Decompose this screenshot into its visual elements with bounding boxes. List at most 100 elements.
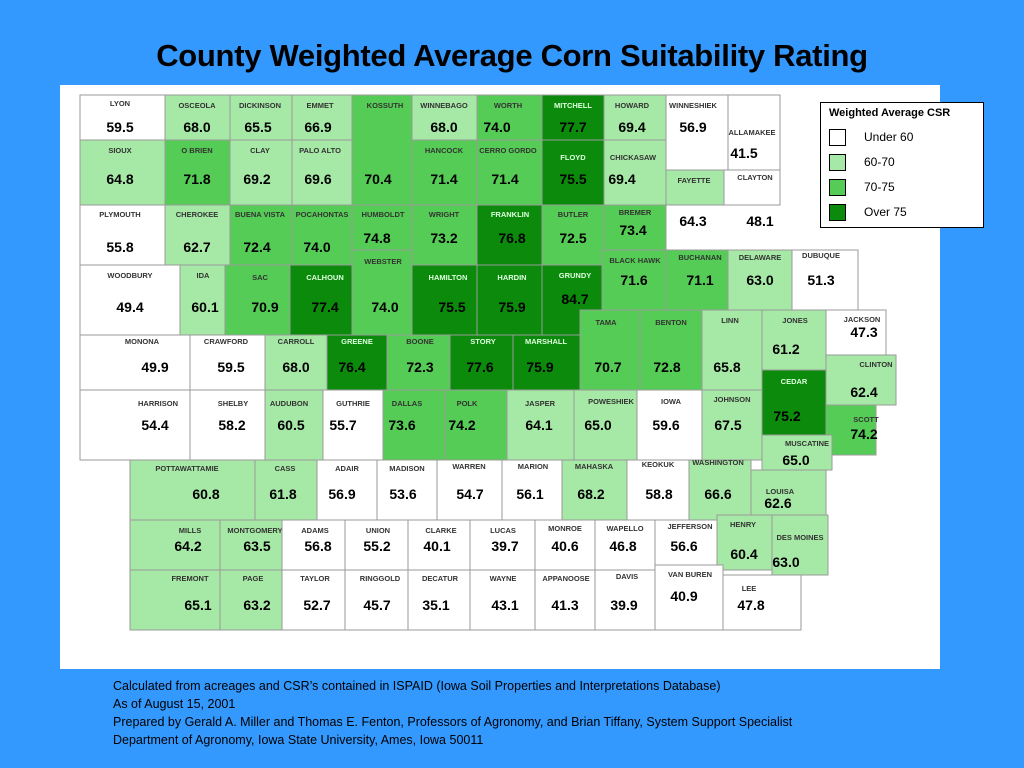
county-name: HUMBOLDT xyxy=(362,210,405,219)
county-butler: BUTLER 72.5 xyxy=(541,204,605,266)
county-csr-value: 64.1 xyxy=(525,417,552,433)
map-panel: LYON 59.5 OSCEOLA 68.0 DICKINSON 65.5 EMMET 66.… xyxy=(60,85,940,669)
county-name: POLK xyxy=(457,399,478,408)
county-csr-value: 61.2 xyxy=(772,341,799,357)
county-cedar: CEDAR 75.2 xyxy=(761,369,827,436)
county-humboldt: HUMBOLDT 74.8 xyxy=(351,204,413,251)
county-csr-value: 64.2 xyxy=(174,538,201,554)
county-shape xyxy=(665,169,725,206)
county-csr-value: 76.8 xyxy=(498,230,525,246)
county-buena-vista: BUENA VISTA 72.4 xyxy=(229,204,293,266)
county-decatur: DECATUR 35.1 xyxy=(407,569,471,631)
county-name: CLAY xyxy=(250,146,270,155)
county-des-moines: DES MOINES 63.0 xyxy=(771,514,829,576)
county-hamilton: HAMILTON 75.5 xyxy=(411,264,478,336)
county-shape xyxy=(322,389,384,461)
county-shape xyxy=(639,309,703,391)
county-name: CASS xyxy=(275,464,296,473)
county-name: CLINTON xyxy=(859,360,892,369)
county-csr-value: 84.7 xyxy=(561,291,588,307)
county-name: POTTAWATTAMIE xyxy=(155,464,218,473)
county-csr-value: 59.5 xyxy=(217,359,244,375)
county-winneshiek: WINNESHIEK 56.9 xyxy=(665,94,729,171)
county-name: GRUNDY xyxy=(559,271,592,280)
county-johnson: JOHNSON 67.5 xyxy=(701,389,763,461)
county-csr-value: 40.6 xyxy=(551,538,578,554)
county-shape xyxy=(476,264,543,336)
county-shape xyxy=(573,389,638,461)
county-csr-value: 74.0 xyxy=(483,119,510,135)
county-csr-value: 71.6 xyxy=(620,272,647,288)
county-csr-value: 66.9 xyxy=(304,119,331,135)
county-shape xyxy=(289,264,353,336)
county-name: POWESHIEK xyxy=(588,397,634,406)
county-csr-value: 68.0 xyxy=(183,119,210,135)
county-name: BENTON xyxy=(655,318,687,327)
county-csr-value: 72.3 xyxy=(406,359,433,375)
county-name: JEFFERSON xyxy=(667,522,712,531)
county-franklin: FRANKLIN 76.8 xyxy=(476,204,543,266)
county-adams: ADAMS 56.8 xyxy=(281,519,346,571)
county-name: ALLAMAKEE xyxy=(728,128,775,137)
county-csr-value: 69.4 xyxy=(608,171,635,187)
county-pottawattamie: POTTAWATTAMIE 60.8 xyxy=(129,459,256,521)
county-name: CARROLL xyxy=(278,337,315,346)
county-csr-value: 74.0 xyxy=(371,299,398,315)
county-ida: IDA 60.1 xyxy=(179,264,226,336)
county-name: ADAMS xyxy=(301,526,329,535)
county-shape xyxy=(291,139,353,206)
county-name: MITCHELL xyxy=(554,101,592,110)
county-name: WINNESHIEK xyxy=(669,101,718,110)
county-name: JASPER xyxy=(525,399,556,408)
county-dubuque: DUBUQUE 51.3 xyxy=(791,249,859,311)
county-csr-value: 69.2 xyxy=(243,171,270,187)
county-story: STORY 77.6 xyxy=(449,334,514,391)
county-csr-value: 49.4 xyxy=(116,299,143,315)
county-csr-value: 71.8 xyxy=(183,171,210,187)
county-lucas: LUCAS 39.7 xyxy=(469,519,536,571)
county-shape xyxy=(469,519,536,571)
county-wayne: WAYNE 43.1 xyxy=(469,569,536,631)
county-shape xyxy=(825,354,897,406)
county-name: MARION xyxy=(518,462,548,471)
county-name: CLAYTON xyxy=(737,173,772,182)
county-csr-value: 63.5 xyxy=(243,538,270,554)
county-name: FLOYD xyxy=(560,153,586,162)
county-name: SHELBY xyxy=(218,399,248,408)
county-shape xyxy=(771,514,829,576)
county-allamakee: ALLAMAKEE 41.5 xyxy=(727,94,781,171)
legend-item-under-60: Under 60 xyxy=(829,129,979,147)
county-shape xyxy=(229,139,293,206)
county-name: STORY xyxy=(470,337,495,346)
county-lyon: LYON 59.5 xyxy=(79,94,166,141)
county-name: MONONA xyxy=(125,337,160,346)
county-sac: SAC 70.9 xyxy=(224,264,291,336)
county-name: HOWARD xyxy=(615,101,650,110)
county-crawford: CRAWFORD 59.5 xyxy=(189,334,266,391)
county-bremer: BREMER 73.4 xyxy=(603,204,667,251)
county-name: LYON xyxy=(110,99,130,108)
county-name: TAYLOR xyxy=(300,574,330,583)
county-name: BUENA VISTA xyxy=(235,210,286,219)
county-csr-value: 46.8 xyxy=(609,538,636,554)
county-black-hawk: BLACK HAWK 71.6 xyxy=(601,249,667,311)
county-muscatine: MUSCATINE 65.0 xyxy=(761,434,833,471)
iowa-county-map: LYON 59.5 OSCEOLA 68.0 DICKINSON 65.5 EMMET 66.… xyxy=(60,85,940,669)
county-name: WINNEBAGO xyxy=(420,101,468,110)
county-shape xyxy=(506,389,575,461)
legend-title: Weighted Average CSR xyxy=(829,107,951,119)
county-o-brien: O BRIEN 71.8 xyxy=(164,139,231,206)
county-name: WARREN xyxy=(452,462,485,471)
county-csr-value: 71.1 xyxy=(686,272,713,288)
county-name: LEE xyxy=(742,584,757,593)
county-name: BUTLER xyxy=(558,210,589,219)
county-csr-value: 43.1 xyxy=(491,597,518,613)
county-shape xyxy=(326,334,388,391)
county-cass: CASS 61.8 xyxy=(254,459,318,521)
county-shape xyxy=(344,519,409,571)
county-shape xyxy=(541,139,605,206)
county-csr-value: 74.8 xyxy=(363,230,390,246)
footer-line: Prepared by Gerald A. Miller and Thomas … xyxy=(113,715,793,729)
county-csr-value: 40.1 xyxy=(423,538,450,554)
county-name: FAYETTE xyxy=(677,176,710,185)
